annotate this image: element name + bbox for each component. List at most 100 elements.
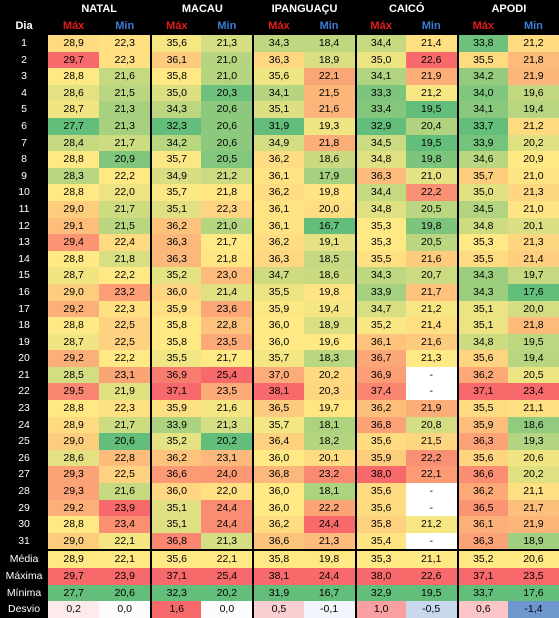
min-cell: 21,5 [99, 84, 151, 102]
max-cell: 35,5 [252, 283, 304, 301]
max-cell: 35,1 [150, 200, 202, 218]
max-cell: 35,3 [354, 234, 406, 251]
max-cell: 35,1 [150, 499, 202, 517]
min-cell: 21,4 [405, 35, 457, 52]
max-cell: 35,7 [150, 184, 202, 201]
min-cell: 18,4 [303, 35, 355, 52]
max-cell: 34,5 [354, 134, 406, 152]
min-cell: 17,6 [507, 283, 559, 301]
summary-row: Máxima 29,7 23,9 37,1 25,4 38,1 24,4 38,0 22,6 37… [0, 568, 559, 585]
min-cell: 22,2 [99, 267, 151, 284]
min-cell: 17,6 [507, 584, 559, 602]
max-cell: 35,1 [252, 101, 304, 118]
max-cell: 34,0 [456, 84, 508, 102]
min-cell: 18,9 [507, 532, 559, 550]
max-cell: 36,3 [252, 51, 304, 69]
min-header: Min [319, 20, 339, 32]
max-cell: 34,8 [456, 217, 508, 235]
min-cell: 19,8 [303, 549, 355, 568]
min-cell: 22,0 [99, 184, 151, 201]
table-row: 25 29,0 20,6 35,2 20,2 36,4 18,2 35,6 21,5 36,3 19… [0, 433, 559, 450]
min-cell: 20,2 [201, 433, 253, 450]
min-cell: 20,0 [303, 200, 355, 218]
min-cell: 18,9 [303, 317, 355, 334]
max-header: Máx [62, 20, 85, 32]
max-cell: 35,3 [354, 217, 406, 235]
min-cell: 20,6 [507, 449, 559, 467]
min-cell: 21,1 [507, 483, 559, 500]
max-cell: 36,4 [252, 433, 304, 450]
stat-label: Desvio [0, 601, 49, 618]
min-cell: 23,0 [201, 267, 253, 284]
min-cell: 23,6 [201, 300, 253, 318]
max-cell: 28,9 [48, 35, 100, 52]
day-cell: 7 [0, 134, 49, 152]
min-cell: 23,2 [303, 466, 355, 484]
min-cell: 18,2 [303, 433, 355, 450]
min-cell: 21,9 [507, 516, 559, 533]
min-cell: 20,6 [99, 433, 151, 450]
min-cell: - [405, 366, 457, 384]
min-cell: 20,2 [201, 584, 253, 602]
day-cell: 4 [0, 84, 49, 102]
stat-label: Máxima [0, 568, 49, 585]
table-row: 27 29,3 22,5 36,6 24,0 36,8 23,2 38,0 22,1 36,6 20… [0, 466, 559, 484]
min-cell: 21,9 [507, 68, 559, 85]
min-cell: 21,8 [99, 250, 151, 268]
max-cell: 36,2 [252, 184, 304, 201]
min-cell: 20,1 [507, 217, 559, 235]
max-cell: 34,1 [456, 101, 508, 118]
min-cell: 18,3 [303, 350, 355, 367]
day-cell: 26 [0, 449, 49, 467]
max-cell: 33,8 [456, 35, 508, 52]
min-cell: 21,0 [507, 200, 559, 218]
table-row: 24 28,9 21,7 33,9 21,3 35,7 18,1 36,8 20,8 35,9 18… [0, 416, 559, 434]
min-cell: 21,4 [201, 283, 253, 301]
max-cell: 29,2 [48, 499, 100, 517]
min-cell: 19,5 [405, 134, 457, 152]
min-cell: 21,5 [405, 433, 457, 450]
max-cell: 32,9 [354, 117, 406, 135]
min-cell: 21,1 [507, 400, 559, 417]
min-cell: 20,6 [201, 117, 253, 135]
max-cell: 35,9 [456, 416, 508, 434]
max-cell: 34,7 [354, 300, 406, 318]
max-cell: 36,0 [252, 499, 304, 517]
max-cell: 36,2 [456, 483, 508, 500]
min-cell: 23,5 [201, 383, 253, 401]
min-cell: 22,4 [99, 234, 151, 251]
max-cell: 36,1 [354, 333, 406, 351]
min-cell: 21,6 [405, 333, 457, 351]
min-cell: 19,5 [405, 101, 457, 118]
max-cell: 33,3 [354, 84, 406, 102]
max-cell: 38,0 [354, 466, 406, 484]
max-cell: 36,5 [456, 499, 508, 517]
max-cell: 36,2 [252, 151, 304, 168]
max-cell: 35,6 [150, 549, 202, 568]
max-cell: 35,1 [456, 300, 508, 318]
day-cell: 1 [0, 35, 49, 52]
max-cell: 36,1 [252, 200, 304, 218]
table-row: 29 29,2 23,9 35,1 24,4 36,0 22,2 35,6-36,5 21,7 [0, 499, 559, 517]
min-cell: 21,9 [99, 383, 151, 401]
min-cell: 20,5 [201, 151, 253, 168]
min-cell: 19,4 [507, 350, 559, 367]
min-cell: 20,0 [507, 300, 559, 318]
min-cell: 21,7 [99, 416, 151, 434]
min-cell: 19,8 [303, 184, 355, 201]
max-cell: 36,8 [354, 416, 406, 434]
max-cell: 36,2 [150, 217, 202, 235]
max-cell: 38,1 [252, 568, 304, 585]
min-cell: 19,4 [507, 101, 559, 118]
max-cell: 29,3 [48, 466, 100, 484]
min-cell: 24,4 [201, 499, 253, 517]
max-cell: 28,8 [48, 250, 100, 268]
max-cell: 28,6 [48, 84, 100, 102]
max-cell: 34,9 [150, 167, 202, 185]
max-cell: 35,2 [354, 317, 406, 334]
min-cell: -0,1 [303, 601, 355, 618]
max-cell: 1,0 [354, 601, 406, 618]
max-cell: 36,3 [456, 532, 508, 550]
city-header-natal: NATAL [81, 3, 117, 15]
min-cell: 24,4 [303, 516, 355, 533]
